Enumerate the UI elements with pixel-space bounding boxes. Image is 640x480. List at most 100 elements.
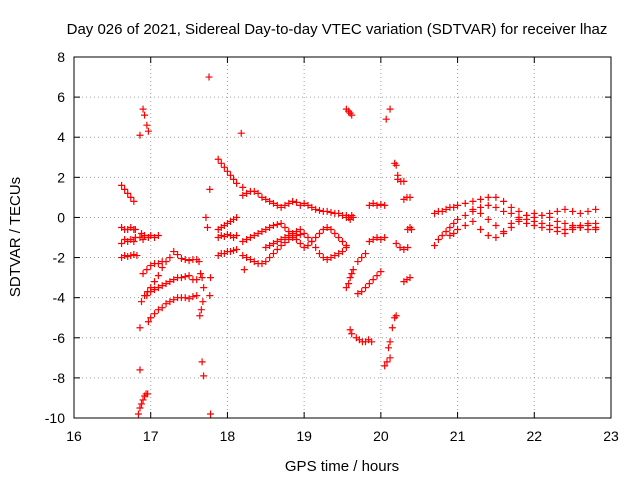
- data-point: [139, 396, 147, 404]
- data-point: [193, 276, 201, 284]
- data-point: [154, 284, 162, 292]
- data-point: [319, 254, 327, 262]
- data-point: [538, 223, 546, 231]
- data-point: [118, 181, 126, 189]
- series-sat-aj: [385, 312, 400, 352]
- data-point: [346, 326, 354, 334]
- data-point: [292, 198, 300, 206]
- data-point: [342, 284, 350, 292]
- data-point: [553, 217, 561, 225]
- data-point: [348, 270, 356, 278]
- series-sat-s: [214, 230, 241, 241]
- data-point: [143, 121, 151, 129]
- series-sat-an: [392, 240, 412, 254]
- x-tick-label: 19: [296, 428, 312, 444]
- data-point: [406, 193, 414, 201]
- data-point: [121, 252, 129, 260]
- data-point: [323, 223, 331, 231]
- series-sat-t: [214, 246, 241, 260]
- data-point: [368, 338, 376, 346]
- data-point: [217, 159, 225, 167]
- series-sat-ae: [354, 268, 385, 298]
- data-point: [358, 254, 366, 262]
- data-point: [139, 236, 147, 244]
- data-point: [127, 252, 135, 260]
- x-tick-label: 23: [603, 428, 619, 444]
- data-point: [561, 219, 569, 227]
- data-point: [138, 298, 146, 306]
- x-tick-label: 18: [220, 428, 236, 444]
- data-point: [246, 234, 254, 241]
- data-point: [469, 217, 477, 225]
- data-point: [434, 236, 442, 244]
- data-point: [273, 220, 281, 228]
- series-sat-u: [237, 129, 248, 274]
- data-point: [477, 209, 485, 217]
- data-point: [181, 273, 189, 281]
- y-axis-label: SDTVAR / TECUs: [7, 177, 24, 297]
- data-point: [162, 300, 170, 308]
- series-sat-f: [134, 390, 152, 418]
- data-point: [124, 253, 132, 261]
- data-point: [151, 278, 159, 286]
- data-point: [170, 248, 178, 256]
- data-point: [358, 288, 366, 296]
- data-point: [461, 211, 469, 219]
- data-point: [269, 240, 277, 248]
- data-point: [185, 257, 193, 265]
- series-sat-af: [354, 250, 370, 266]
- data-point: [335, 234, 343, 241]
- data-point: [207, 410, 215, 418]
- data-point: [454, 201, 462, 209]
- x-tick-label: 22: [526, 428, 542, 444]
- data-point: [118, 240, 126, 248]
- data-point: [400, 246, 408, 254]
- data-point: [200, 372, 208, 380]
- data-point: [124, 189, 132, 197]
- data-point: [130, 238, 138, 246]
- data-point: [312, 205, 320, 213]
- data-point: [237, 129, 245, 137]
- data-point: [233, 246, 241, 254]
- data-point: [381, 201, 389, 209]
- data-point: [369, 199, 377, 207]
- series-sat-j: [139, 258, 166, 278]
- data-point: [269, 250, 277, 258]
- data-point: [396, 244, 404, 252]
- data-point: [365, 238, 373, 246]
- data-point: [207, 274, 215, 282]
- data-point: [154, 272, 162, 280]
- data-point: [553, 207, 561, 215]
- data-point: [262, 195, 270, 203]
- series-sat-ap: [400, 193, 414, 203]
- data-point: [569, 207, 577, 215]
- data-point: [134, 410, 142, 418]
- data-point: [243, 236, 251, 244]
- data-point: [446, 223, 454, 231]
- data-point: [281, 234, 289, 241]
- data-point: [546, 213, 554, 221]
- data-point: [281, 201, 289, 209]
- data-point: [199, 298, 207, 306]
- data-point: [576, 209, 584, 217]
- data-point: [258, 227, 266, 235]
- series-sat-r: [214, 213, 241, 233]
- data-point: [130, 251, 138, 259]
- data-point: [158, 282, 166, 290]
- data-point: [239, 183, 247, 191]
- data-point: [406, 274, 414, 282]
- data-point: [342, 244, 350, 252]
- data-point: [339, 248, 346, 256]
- data-point: [139, 105, 147, 113]
- data-point: [147, 314, 155, 322]
- x-tick-label: 16: [66, 428, 82, 444]
- data-point: [206, 185, 214, 193]
- data-point: [388, 324, 396, 332]
- data-point: [193, 292, 201, 300]
- data-point: [285, 199, 293, 207]
- data-point: [304, 201, 312, 209]
- series-sat-y: [262, 225, 304, 252]
- data-point: [239, 252, 247, 260]
- series-sat-h: [136, 229, 149, 244]
